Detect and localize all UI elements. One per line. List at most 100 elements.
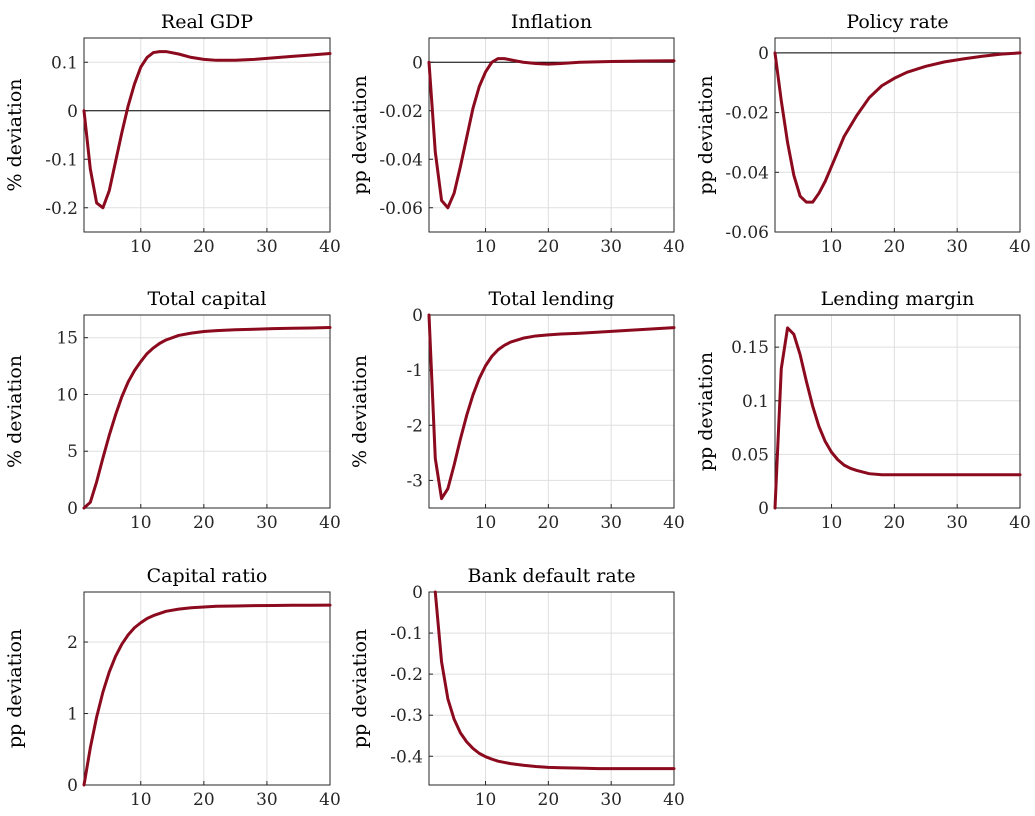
y-tick-label: -2 — [406, 416, 423, 436]
panel-title: Policy rate — [846, 11, 948, 33]
y-tick-label: -0.3 — [390, 706, 423, 726]
y-tick-label: 2 — [67, 633, 78, 653]
panel-2: 10 20 30 40 -0.06 -0.04 -0.02 0 Policy rate pp de… — [695, 11, 1031, 257]
x-tick-label: 20 — [538, 790, 560, 810]
panel-title: Real GDP — [161, 11, 253, 33]
y-tick-label: 0 — [412, 306, 423, 326]
series-line — [82, 603, 332, 787]
y-tick-label: -0.06 — [379, 199, 423, 219]
x-tick-label: 30 — [256, 237, 278, 257]
y-tick-label: -1 — [406, 361, 423, 381]
panel-7: 10 20 30 40 -0.4 -0.3 -0.2 -0.1 0 Bank default ra… — [349, 565, 685, 810]
series-line — [82, 325, 332, 510]
y-tick-label: 0.1 — [742, 392, 769, 412]
panel-title: Inflation — [511, 11, 592, 33]
x-tick-label: 30 — [256, 513, 278, 533]
panel-title: Capital ratio — [147, 565, 268, 587]
panel-title: Total capital — [148, 288, 267, 310]
x-tick-label: 20 — [884, 237, 906, 257]
y-axis-label: pp deviation — [4, 629, 26, 748]
y-tick-label: 5 — [67, 442, 78, 462]
x-tick-label: 10 — [821, 237, 843, 257]
x-tick-label: 40 — [663, 513, 685, 533]
axes-frame — [83, 314, 331, 509]
y-tick-label: 15 — [56, 329, 78, 349]
y-tick-label: 0.15 — [731, 338, 769, 358]
y-tick-label: 0 — [758, 499, 769, 519]
axes-frame — [83, 591, 331, 786]
x-tick-label: 40 — [319, 513, 341, 533]
x-tick-label: 40 — [663, 790, 685, 810]
x-tick-label: 20 — [193, 513, 215, 533]
axes-frame — [428, 37, 675, 233]
x-tick-label: 40 — [1009, 237, 1031, 257]
axes-frame — [428, 314, 675, 509]
x-tick-label: 10 — [475, 513, 497, 533]
x-tick-label: 20 — [193, 237, 215, 257]
y-tick-label: -0.4 — [390, 747, 423, 767]
x-tick-label: 30 — [946, 513, 968, 533]
x-tick-label: 20 — [538, 513, 560, 533]
x-tick-label: 20 — [538, 237, 560, 257]
x-tick-label: 10 — [475, 237, 497, 257]
y-tick-label: 0 — [67, 499, 78, 519]
x-tick-label: 40 — [319, 237, 341, 257]
y-tick-label: 0 — [67, 776, 78, 796]
series-line — [82, 50, 332, 210]
y-tick-label: -0.04 — [725, 163, 769, 183]
panel-0: 10 20 30 40 -0.2 -0.1 0 0.1 Real GDP % deviation — [4, 11, 341, 257]
panel-1: 10 20 30 40 -0.06 -0.04 -0.02 0 Inflation pp devi… — [349, 11, 685, 257]
series-line — [427, 57, 676, 210]
y-tick-label: 0 — [758, 44, 769, 64]
x-tick-label: 30 — [600, 513, 622, 533]
y-tick-label: 0.05 — [731, 445, 769, 465]
axes-frame — [83, 37, 331, 233]
x-tick-label: 30 — [256, 790, 278, 810]
y-tick-label: -0.2 — [390, 665, 423, 685]
x-tick-label: 10 — [821, 513, 843, 533]
y-tick-label: 0 — [412, 53, 423, 73]
y-tick-label: 0 — [67, 102, 78, 122]
x-tick-label: 10 — [475, 790, 497, 810]
series-line — [773, 51, 1022, 204]
x-tick-label: 30 — [946, 237, 968, 257]
x-tick-label: 40 — [319, 790, 341, 810]
y-tick-label: -3 — [406, 471, 423, 491]
x-tick-label: 20 — [193, 790, 215, 810]
y-tick-label: 0 — [412, 583, 423, 603]
x-tick-label: 30 — [600, 790, 622, 810]
y-tick-label: -0.06 — [725, 223, 769, 243]
x-tick-label: 30 — [600, 237, 622, 257]
panel-title: Bank default rate — [467, 565, 635, 587]
y-tick-label: 10 — [56, 385, 78, 405]
x-tick-label: 10 — [130, 790, 152, 810]
y-tick-label: -0.04 — [379, 150, 423, 170]
axes-frame — [428, 591, 675, 786]
axes-frame — [774, 37, 1021, 233]
y-tick-label: -0.02 — [379, 102, 423, 122]
y-axis-label: pp deviation — [695, 352, 717, 471]
y-axis-label: pp deviation — [349, 75, 371, 194]
panel-5: 10 20 30 40 0 0.05 0.1 0.15 Lending margin pp dev… — [695, 288, 1031, 533]
x-tick-label: 10 — [130, 237, 152, 257]
y-tick-label: 0.1 — [51, 53, 78, 73]
y-axis-label: % deviation — [4, 355, 26, 468]
y-axis-label: % deviation — [4, 78, 26, 191]
panel-title: Total lending — [489, 288, 615, 310]
x-tick-label: 40 — [663, 237, 685, 257]
y-tick-label: -0.1 — [390, 624, 423, 644]
series-line — [427, 313, 676, 501]
y-axis-label: % deviation — [349, 355, 371, 468]
panel-6: 10 20 30 40 0 1 2 Capital ratio pp deviation — [4, 565, 341, 810]
y-tick-label: -0.2 — [45, 199, 78, 219]
y-tick-label: -0.1 — [45, 150, 78, 170]
x-tick-label: 10 — [130, 513, 152, 533]
y-tick-label: 1 — [67, 705, 78, 725]
series-line — [433, 590, 676, 771]
series-line — [773, 326, 1022, 510]
x-tick-label: 40 — [1009, 513, 1031, 533]
panel-4: 10 20 30 40 -3 -2 -1 0 Total lending % deviation — [349, 288, 685, 533]
y-axis-label: pp deviation — [349, 629, 371, 748]
y-tick-label: -0.02 — [725, 104, 769, 124]
